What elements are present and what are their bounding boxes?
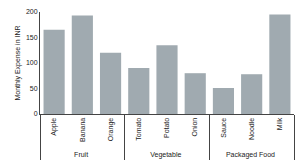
svg-text:Milk: Milk [276,117,283,130]
svg-text:0: 0 [34,110,38,117]
svg-text:Packaged Food: Packaged Food [226,151,275,159]
svg-text:100: 100 [26,59,38,66]
svg-text:Potato: Potato [163,118,170,138]
svg-text:Apple: Apple [50,118,58,136]
svg-text:Orange: Orange [107,118,115,141]
svg-text:200: 200 [26,8,38,15]
svg-text:Monthly Expense in INR: Monthly Expense in INR [14,25,22,100]
svg-text:50: 50 [30,85,38,92]
svg-text:Banana: Banana [79,118,86,142]
svg-text:150: 150 [26,34,38,41]
svg-text:Vegetable: Vegetable [150,151,181,159]
svg-text:Tomato: Tomato [135,118,142,141]
svg-text:Noodle: Noodle [248,118,255,140]
svg-text:Onion: Onion [191,118,198,137]
svg-text:Fruit: Fruit [74,151,88,158]
svg-text:Sauce: Sauce [220,118,227,138]
